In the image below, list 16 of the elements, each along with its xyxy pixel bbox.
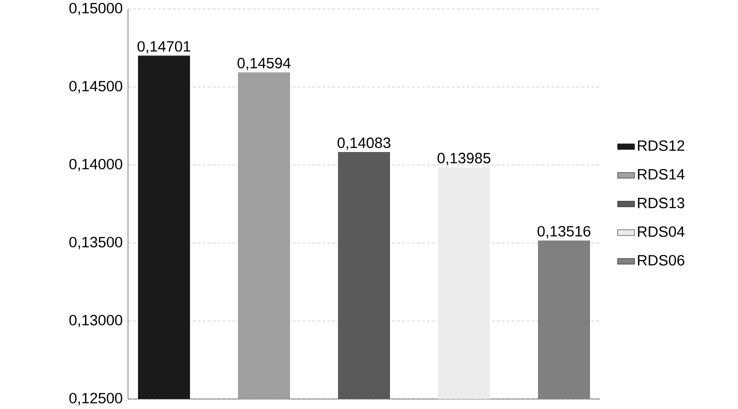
data-label: 0,13985 — [438, 152, 490, 166]
y-tick-label: 0,14000 — [69, 158, 122, 172]
data-label: 0,14083 — [338, 138, 390, 150]
y-tick-label: 0,13000 — [69, 314, 122, 328]
data-label: 0,14701 — [138, 41, 190, 54]
legend-label: RDS12 — [638, 140, 684, 151]
y-tick-label: 0,15000 — [69, 2, 122, 16]
legend-label: RDS14 — [638, 168, 684, 180]
legend-label: RDS04 — [638, 226, 684, 237]
legend-label: RDS13 — [638, 198, 684, 208]
data-label: 0,14594 — [238, 58, 291, 70]
y-tick-label: 0,14500 — [69, 80, 122, 94]
y-tick-label: 0,13500 — [69, 236, 122, 250]
legend-label: RDS06 — [638, 254, 684, 266]
y-tick-label: 0,12500 — [69, 392, 122, 406]
data-label: 0,13516 — [538, 226, 590, 238]
